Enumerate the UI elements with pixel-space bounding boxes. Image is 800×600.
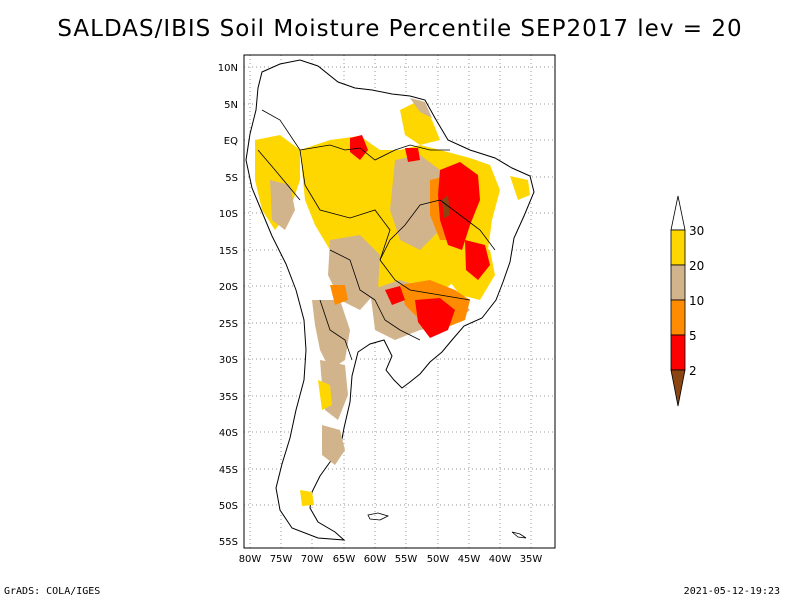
lat-tick: 10S — [219, 209, 238, 220]
lon-tick: 70W — [301, 554, 324, 565]
lat-tick: 45S — [219, 465, 238, 476]
colorbar-above-30 — [670, 195, 686, 231]
colorbar-label: 2 — [689, 364, 697, 378]
lon-tick: 80W — [239, 554, 262, 565]
falkland-islands — [367, 512, 390, 521]
timestamp: 2021-05-12-19:23 — [683, 586, 780, 597]
percentile-shading — [255, 98, 530, 506]
lon-tick: 60W — [364, 554, 387, 565]
lon-tick: 40W — [489, 554, 512, 565]
lat-tick: 35S — [219, 392, 238, 403]
colorbar — [670, 195, 686, 407]
colorbar-label: 5 — [689, 329, 697, 343]
lat-tick: 5S — [225, 173, 238, 184]
colorbar-below-2 — [670, 369, 686, 407]
colorbar-20-30 — [670, 229, 686, 266]
colorbar-label: 10 — [689, 294, 704, 308]
lon-axis: 80W 75W 70W 65W 60W 55W 50W 45W 40W 35W — [239, 554, 543, 565]
country-borders — [257, 109, 496, 361]
lat-tick: 15S — [219, 246, 238, 257]
map-title: SALDAS/IBIS Soil Moisture Percentile SEP… — [57, 16, 743, 42]
map-frame — [243, 54, 556, 549]
south-georgia — [511, 531, 527, 539]
grads-credit: GrADS: COLA/IGES — [4, 586, 101, 597]
lon-tick: 55W — [395, 554, 418, 565]
lat-tick: EQ — [224, 136, 238, 147]
lat-tick: 30S — [219, 355, 238, 366]
colorbar-10-20 — [670, 264, 686, 301]
lon-tick: 45W — [458, 554, 481, 565]
colorbar-5-10 — [670, 299, 686, 336]
lon-tick: 65W — [333, 554, 356, 565]
lat-tick: 50S — [219, 501, 238, 512]
lat-tick: 40S — [219, 428, 238, 439]
colorbar-labels: 2 5 10 20 30 — [689, 224, 704, 378]
lon-tick: 75W — [270, 554, 293, 565]
colorbar-label: 20 — [689, 259, 704, 273]
lat-tick: 5N — [224, 100, 238, 111]
lat-axis: 10N 5N EQ 5S 10S 15S 20S 25S 30S 35S 40S… — [218, 63, 238, 548]
colorbar-label: 30 — [689, 224, 704, 238]
lon-tick: 50W — [427, 554, 450, 565]
lat-tick: 10N — [218, 63, 238, 74]
lat-tick: 20S — [219, 282, 238, 293]
lat-tick: 25S — [219, 319, 238, 330]
lat-tick: 55S — [219, 537, 238, 548]
colorbar-2-5 — [670, 334, 686, 371]
lon-tick: 35W — [520, 554, 543, 565]
